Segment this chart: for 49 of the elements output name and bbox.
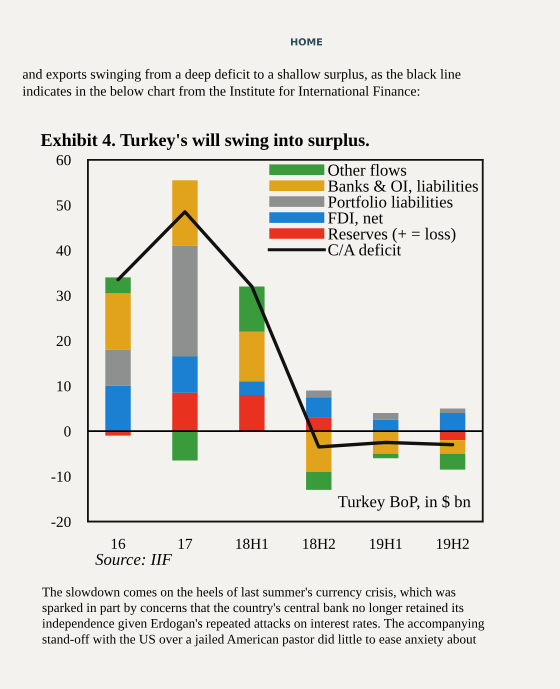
bar [440,454,466,470]
chart-title: Exhibit 4. Turkey's will swing into surplus. [40,133,369,150]
bar [172,392,198,432]
y-tick-label: 40 [56,245,71,256]
y-tick-label: -20 [51,516,71,528]
source-note: Source: IIF [95,554,172,566]
bar [172,356,198,393]
bar [239,394,265,432]
bar [239,286,265,332]
bar [105,293,131,350]
y-tick-label: 10 [57,381,71,392]
y-tick-label: 0 [64,426,71,437]
y-tick-label: 60 [56,154,71,166]
legend-label: Banks & OI, liabilities [328,180,478,194]
bar [105,386,131,432]
legend-label: C/A deficit [328,244,402,256]
legend-label: Portfolio liabilities [328,196,452,208]
legend-label: FDI, net [328,212,384,226]
y-tick-label: 50 [56,200,71,211]
legend-label: Reserves (+ = loss) [328,228,456,243]
y-tick-label: -10 [51,472,71,482]
bar [105,277,131,294]
legend-label: Other flows [328,164,406,176]
bar [372,413,398,420]
bar [239,332,265,382]
bar [105,350,131,386]
text: and exports swinging from a deep deficit to a shallow surplus, as the black line indicates in the below chart from the Institute for International Finance: [22,68,460,96]
line-series [116,210,454,449]
bar [440,413,466,432]
x-tick-label: 19H2 [436,538,469,549]
bar [306,390,332,398]
bar [172,180,198,246]
bar [172,431,198,461]
annotation: Turkey BoP, in $ bn [338,495,471,511]
x-tick-label: 19H1 [370,538,402,549]
x-tick-label: 17 [178,538,192,549]
text: HOME [290,38,322,46]
x-tick-label: 18H1 [236,538,268,549]
y-tick-label: 30 [56,290,71,301]
bar [239,381,265,395]
x-tick-label: 18H2 [303,538,335,549]
bar [306,397,332,418]
bar [372,454,398,458]
y-tick-label: 20 [56,336,71,346]
bar [306,472,332,490]
bar [172,246,198,357]
text: The slowdown comes on the heels of last summer's currency crisis, which was sparked in part by concerns that the country's central bank no longer retained its independence given Erdogan's repeated attacks on interest rates. The accompanying stand-off with the US over a jailed American pastor did little to ease anxiety about [42,587,484,646]
bar [440,408,466,414]
x-tick-label: 16 [112,538,126,549]
